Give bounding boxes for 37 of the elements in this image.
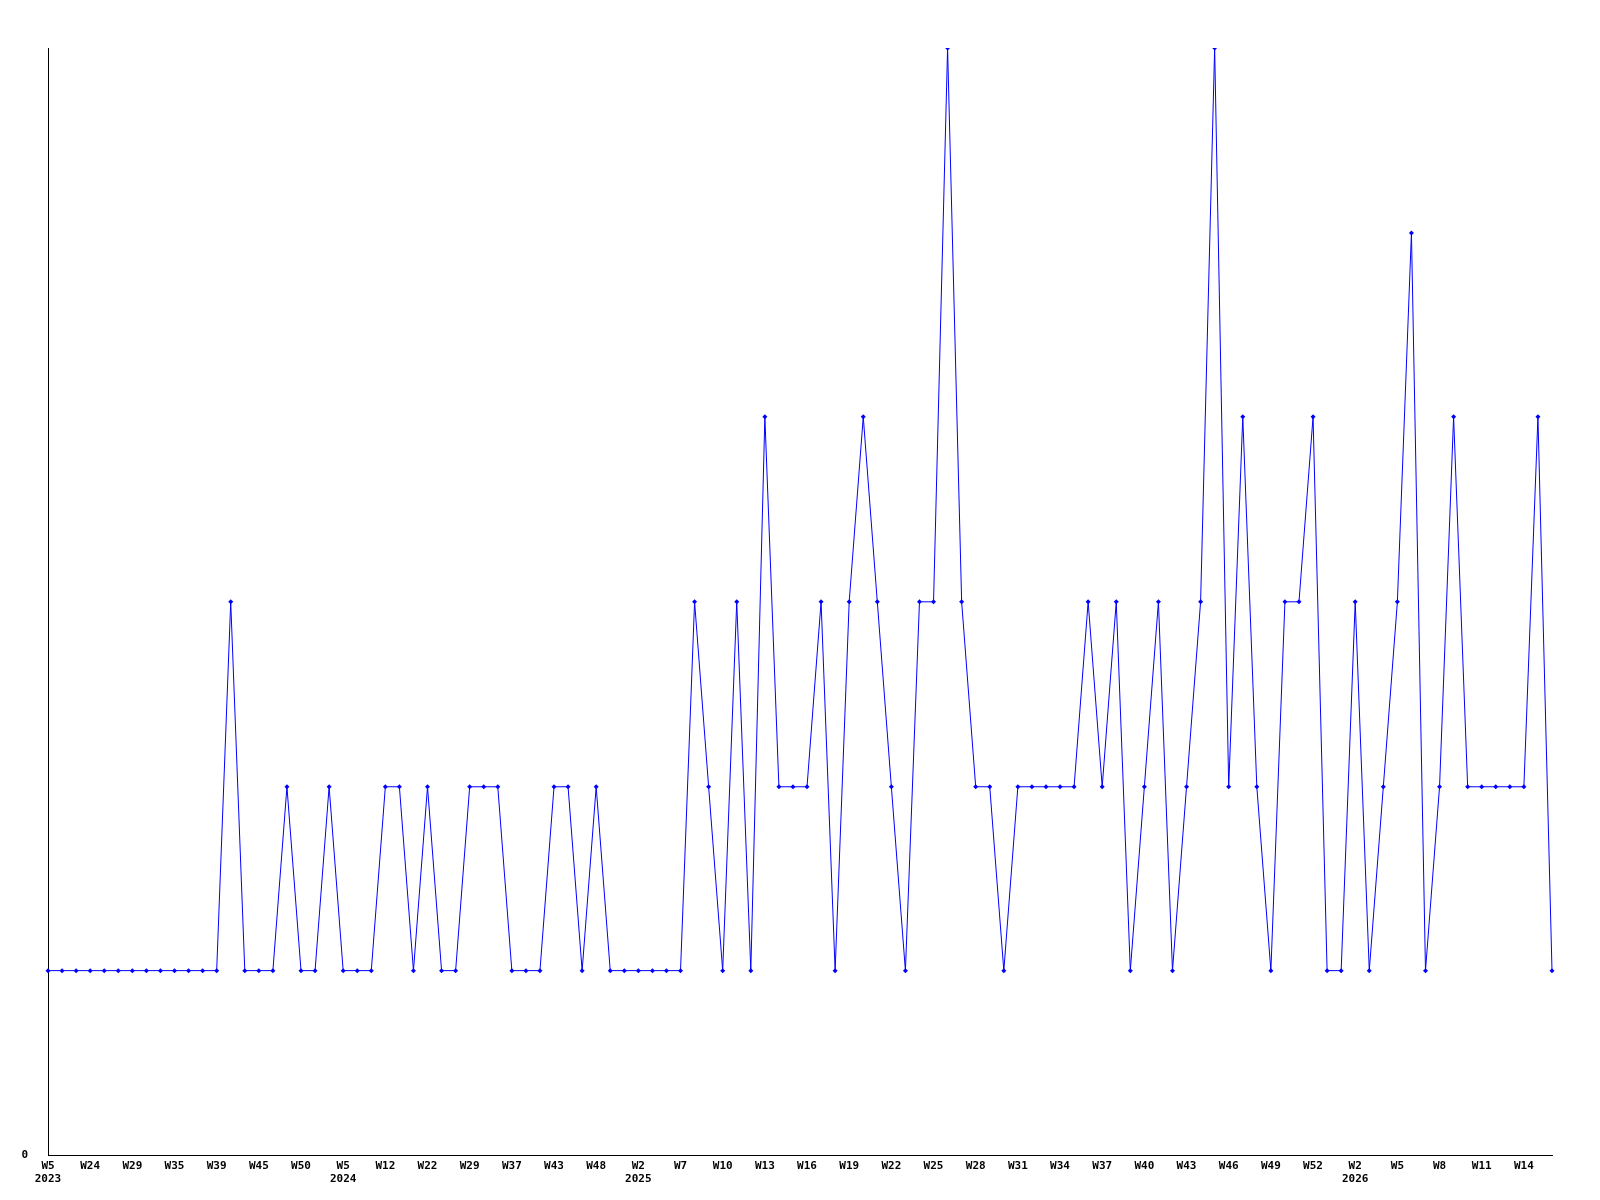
x-tick-label: W45 (248, 1159, 269, 1173)
x-tick-label: W48 (586, 1159, 607, 1173)
x-tick-label: W35 (164, 1159, 185, 1173)
x-tick-label: W2 2025 (625, 1159, 652, 1186)
x-tick-label: W29 (459, 1159, 480, 1173)
text: 0 (21, 1148, 28, 1162)
x-tick-label: W37 (501, 1159, 522, 1173)
x-tick-label: W5 (1390, 1159, 1405, 1173)
x-tick-label: W24 (80, 1159, 101, 1173)
x-tick-label: W12 (375, 1159, 396, 1173)
x-tick-label: W5 2024 (329, 1159, 357, 1186)
x-tick-label: W19 (839, 1159, 860, 1173)
x-tick-label: W37 (1092, 1159, 1113, 1173)
x-tick-label: W7 (673, 1159, 688, 1173)
x-tick-label: W2 2026 (1341, 1159, 1369, 1186)
x-tick-label: W43 (1176, 1159, 1197, 1173)
x-tick-label: W11 (1471, 1159, 1493, 1173)
x-tick-label: W52 (1303, 1159, 1323, 1173)
x-tick-label: W10 (712, 1159, 733, 1173)
x-tick-label: W29 (122, 1159, 143, 1173)
x-tick-label: W13 (754, 1159, 775, 1173)
x-tick-label: W16 (797, 1159, 818, 1173)
x-tick-label: W28 (965, 1159, 986, 1173)
x-tick-label: W40 (1134, 1159, 1155, 1173)
x-tick-label: W22 (881, 1159, 902, 1173)
x-tick-label: W22 (417, 1159, 438, 1173)
x-tick-label: W8 (1432, 1159, 1447, 1173)
x-tick-label: W43 (544, 1159, 564, 1173)
x-tick-label: W31 (1007, 1159, 1029, 1173)
x-tick-label: W39 (206, 1159, 227, 1173)
x-tick-label: W34 (1050, 1159, 1071, 1173)
x-tick-label: W49 (1260, 1159, 1281, 1173)
x-tick-label: W50 (291, 1159, 311, 1173)
x-tick-label: W46 (1218, 1159, 1240, 1173)
x-tick-label: W14 (1513, 1159, 1535, 1173)
x-tick-label: W25 (923, 1159, 944, 1173)
x-tick-label: W5 2023 (34, 1159, 62, 1186)
